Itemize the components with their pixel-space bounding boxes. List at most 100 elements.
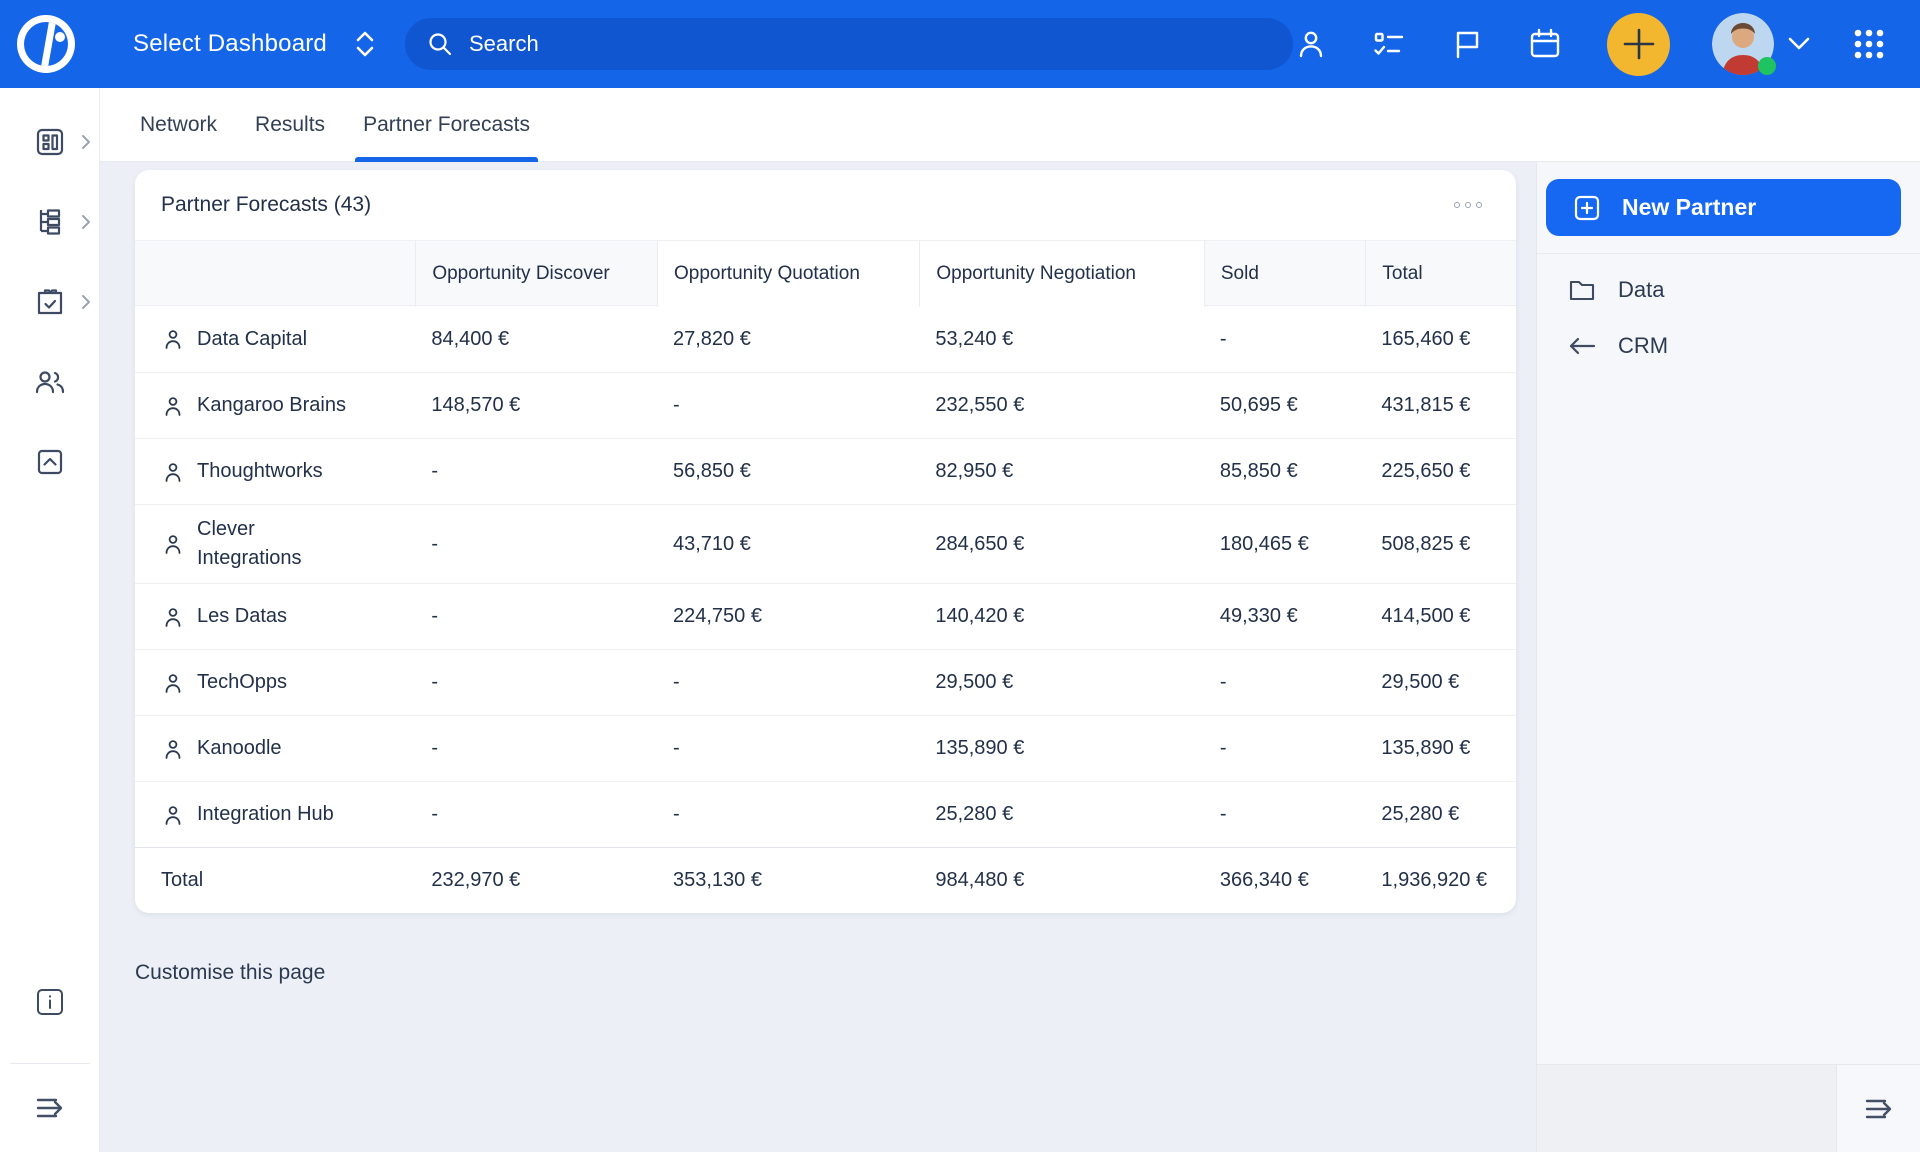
tabs-bar: Network Results Partner Forecasts (100, 88, 1920, 162)
total-discover: 232,970 € (431, 869, 521, 891)
cell-negotiation: 140,420 € (935, 605, 1025, 627)
sidebar-item-tasks[interactable] (0, 262, 99, 342)
expand-panel-icon (36, 1098, 62, 1118)
card-menu-button[interactable] (1448, 196, 1488, 214)
sidebar-item-network[interactable] (0, 182, 99, 262)
partner-name: Kangaroo Brains (197, 394, 346, 416)
add-icon (1623, 28, 1654, 60)
cell-discover: - (431, 737, 438, 759)
column-header-partner (135, 241, 415, 307)
tab-results[interactable]: Results (255, 88, 325, 162)
card-title: Partner Forecasts (43) (161, 193, 372, 216)
tab-partner-forecasts[interactable]: Partner Forecasts (355, 88, 538, 162)
expand-panel-icon (1865, 1099, 1891, 1118)
cell-discover: - (431, 671, 438, 693)
chevron-right-icon (82, 135, 90, 149)
folder-icon (1569, 280, 1595, 301)
chevron-right-icon (82, 215, 90, 229)
cell-quotation: 27,820 € (673, 327, 751, 350)
table-row[interactable]: Data Capital 84,400 € 27,820 € 53,240 € … (135, 306, 1516, 372)
cell-negotiation: 53,240 € (935, 327, 1014, 350)
table-row[interactable]: Integration Hub - - 25,280 € - 25,280 € (135, 781, 1516, 847)
cell-quotation: 224,750 € (673, 605, 762, 627)
table-row[interactable]: Kanoodle - - 135,890 € - 135,890 € (135, 715, 1516, 781)
info-button[interactable] (34, 986, 66, 1021)
partner-forecasts-card: Partner Forecasts (43) Opportunity Disco… (135, 170, 1516, 913)
expand-right-panel-button[interactable] (1863, 1095, 1895, 1123)
cell-negotiation: 82,950 € (935, 460, 1014, 482)
app-logo[interactable] (17, 15, 75, 73)
dashboard-selector[interactable]: Select Dashboard (133, 29, 375, 59)
calendar-button[interactable] (1527, 26, 1563, 62)
cell-discover: - (431, 605, 438, 627)
cell-total: 225,650 € (1381, 460, 1471, 482)
add-square-icon (1574, 195, 1600, 220)
total-negotiation: 984,480 € (935, 869, 1025, 891)
person-icon (161, 803, 185, 827)
cell-sold: 49,330 € (1219, 605, 1298, 627)
column-header-total: Total (1365, 241, 1516, 307)
info-icon (36, 989, 63, 1015)
cell-quotation: - (673, 671, 680, 693)
cell-total: 508,825 € (1381, 532, 1471, 555)
table-row[interactable]: Kangaroo Brains 148,570 € - 232,550 € 50… (135, 372, 1516, 438)
box-arrow-up-icon (37, 449, 62, 475)
cell-quotation: - (673, 737, 680, 759)
table-row[interactable]: TechOpps - - 29,500 € - 29,500 € (135, 649, 1516, 715)
expand-sidebar-button[interactable] (0, 1064, 99, 1152)
cell-quotation: - (673, 394, 680, 416)
new-partner-button[interactable]: New Partner (1546, 179, 1901, 236)
sidebar-item-dashboards[interactable] (0, 102, 99, 182)
panel-item-label: CRM (1618, 333, 1669, 358)
tasks-button[interactable] (1371, 26, 1407, 62)
person-icon (161, 671, 185, 695)
apps-grid-button[interactable] (1852, 27, 1886, 61)
cell-sold: 85,850 € (1219, 460, 1298, 482)
column-header-quotation: Opportunity Quotation (657, 241, 920, 307)
cell-total: 135,890 € (1381, 737, 1471, 759)
right-panel-footer (1537, 1064, 1920, 1152)
panel-item-crm[interactable]: CRM (1546, 318, 1898, 374)
cell-negotiation: 135,890 € (935, 737, 1025, 759)
table-row[interactable]: Les Datas - 224,750 € 140,420 € 49,330 €… (135, 583, 1516, 649)
ellipsis-icon (1465, 202, 1471, 208)
cell-sold: 180,465 € (1219, 532, 1309, 555)
panel-item-data[interactable]: Data (1546, 262, 1898, 318)
user-icon (1299, 31, 1323, 58)
add-button[interactable] (1607, 12, 1670, 76)
total-sold: 366,340 € (1219, 869, 1309, 891)
cell-total: 165,460 € (1381, 327, 1471, 350)
account-menu[interactable] (1712, 13, 1810, 75)
sidebar-item-archive[interactable] (0, 422, 99, 502)
partner-name: Data Capital (197, 327, 308, 350)
cell-discover: - (431, 803, 438, 825)
cell-sold: - (1219, 671, 1227, 693)
tab-network[interactable]: Network (140, 88, 217, 162)
ellipsis-icon (1476, 202, 1482, 208)
sidebar-item-contacts[interactable] (0, 342, 99, 422)
left-sidebar (0, 88, 100, 1152)
partner-name: TechOpps (197, 671, 288, 693)
table-row[interactable]: Thoughtworks - 56,850 € 82,950 € 85,850 … (135, 438, 1516, 504)
cell-total: 29,500 € (1381, 671, 1460, 693)
dashboard-selector-label: Select Dashboard (133, 30, 327, 57)
chevron-down-icon (1788, 37, 1810, 50)
person-icon (161, 532, 185, 556)
cell-sold: 50,695 € (1219, 394, 1298, 416)
cell-discover: - (431, 532, 438, 555)
main-content: Partner Forecasts (43) Opportunity Disco… (100, 162, 1536, 1152)
partner-name: Les Datas (197, 605, 288, 627)
cell-quotation: 56,850 € (673, 460, 751, 482)
total-label: Total (161, 869, 204, 891)
panel-item-label: Data (1618, 277, 1665, 302)
person-icon (161, 327, 185, 351)
flag-button[interactable] (1449, 26, 1485, 62)
user-button[interactable] (1293, 26, 1329, 62)
search-input[interactable]: Search (404, 18, 1293, 70)
panel-divider (1537, 253, 1920, 254)
column-header-discover: Opportunity Discover (415, 241, 657, 307)
flag-icon (1456, 31, 1479, 59)
table-total-row: Total 232,970 € 353,130 € 984,480 € 366,… (135, 847, 1516, 913)
table-row[interactable]: Clever Integrations - 43,710 € 284,650 €… (135, 504, 1516, 583)
customise-page-link[interactable]: Customise this page (135, 961, 326, 984)
